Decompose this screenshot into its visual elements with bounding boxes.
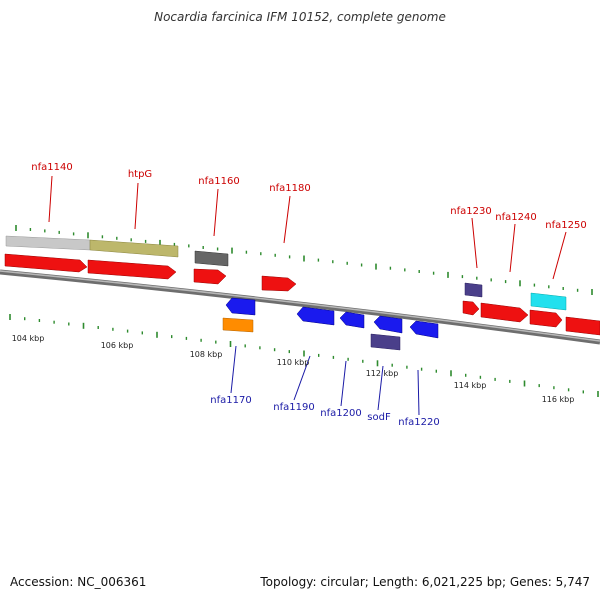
gene-bar-slate-upper[interactable] (464, 282, 483, 298)
gene-label-nfa1200: nfa1200 (320, 408, 361, 419)
gene-label-nfa1190: nfa1190 (273, 402, 314, 413)
gene-label-nfa1230: nfa1230 (450, 206, 491, 217)
gene-label-nfa1240: nfa1240 (495, 212, 536, 223)
gene-arrow-nfa1200[interactable] (339, 311, 365, 329)
genome-backbone (0, 269, 600, 345)
gene-label-sodf: sodF (367, 412, 391, 423)
gene-label-nfa1160: nfa1160 (198, 176, 239, 187)
kbp-label-112: 112 kbp (366, 369, 399, 378)
gene-arrow-nfa1140[interactable] (4, 253, 88, 273)
gene-arrow-nfa1240[interactable] (480, 302, 529, 323)
kbp-label-116: 116 kbp (542, 395, 575, 404)
gene-arrow-nfa1220[interactable] (409, 320, 439, 339)
gene-label-nfa1180: nfa1180 (269, 183, 310, 194)
gene-arrow-nfa1160[interactable] (193, 268, 227, 285)
gene-arrow-nfa1190[interactable] (296, 306, 335, 326)
gene-label-nfa1250: nfa1250 (545, 220, 586, 231)
gene-arrow-nfa1170[interactable] (225, 297, 256, 316)
gene-bar-grey[interactable] (5, 235, 91, 251)
gene-bar-khaki-htpg[interactable] (89, 239, 179, 258)
gene-label-htpg: htpG (128, 169, 152, 180)
topology-text: Topology: circular; Length: 6,021,225 bp… (260, 575, 590, 589)
gene-arrow-sodf[interactable] (373, 315, 403, 334)
gene-bar-cyan[interactable] (530, 292, 567, 311)
gene-bar-darkgrey[interactable] (194, 250, 229, 267)
kbp-label-110: 110 kbp (277, 358, 310, 367)
gene-label-nfa1140: nfa1140 (31, 162, 72, 173)
gene-label-nfa1170: nfa1170 (210, 395, 251, 406)
accession-text: Accession: NC_006361 (10, 575, 147, 589)
gene-arrow-htpg[interactable] (87, 259, 177, 280)
gene-label-nfa1220: nfa1220 (398, 417, 439, 428)
gene-arrow-nfa1230[interactable] (462, 300, 480, 316)
kbp-label-104: 104 kbp (12, 334, 45, 343)
reverse-strand-tick-track (9, 314, 599, 397)
kbp-label-114: 114 kbp (454, 381, 487, 390)
gene-arrow-nfa1250[interactable] (529, 309, 563, 328)
gene-arrow-nfa1180[interactable] (261, 275, 297, 292)
kbp-label-106: 106 kbp (101, 341, 134, 350)
gene-bar-slate-lower[interactable] (370, 333, 401, 351)
kbp-label-108: 108 kbp (190, 350, 223, 359)
map-title: Nocardia farcinica IFM 10152, complete g… (154, 10, 446, 24)
label-leaders (48, 175, 567, 416)
gene-arrow-edge[interactable] (565, 316, 600, 336)
gene-bar-orange[interactable] (222, 317, 254, 333)
